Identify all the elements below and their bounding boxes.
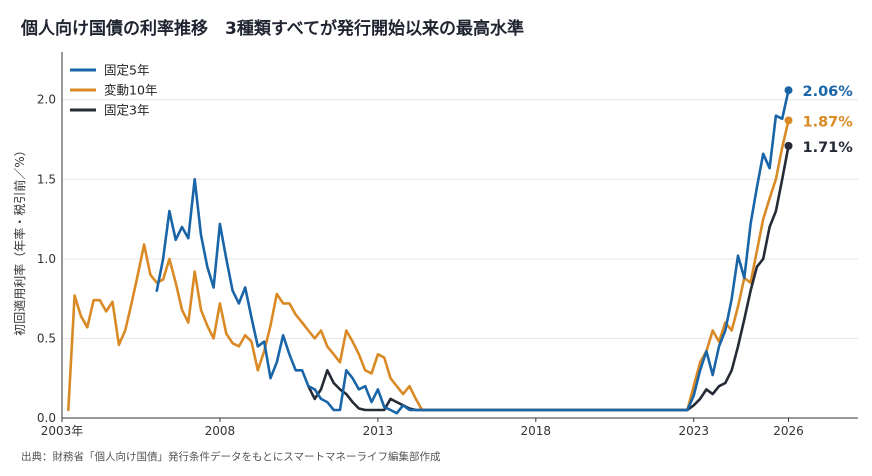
y-tick-label: 1.0 [37, 252, 56, 266]
x-tick-label: 2013 [363, 424, 394, 438]
series-end-label: 1.71% [803, 140, 854, 156]
x-tick-label: 2026 [773, 424, 804, 438]
y-tick-label: 2.0 [37, 93, 56, 107]
series-end-point [784, 141, 793, 150]
series-end-point [784, 86, 793, 95]
x-tick-label: 2023 [678, 424, 709, 438]
y-axis-label: 初回適用利率（年率・税引前／%） [12, 144, 27, 335]
legend-label: 固定5年 [104, 63, 149, 78]
x-tick-label: 2003年 [41, 424, 84, 438]
series-end-point [784, 116, 793, 125]
series-line-1 [67, 119, 790, 412]
legend-label: 変動10年 [104, 83, 157, 98]
legend-label: 固定3年 [104, 103, 149, 118]
x-tick-label: 2018 [521, 424, 552, 438]
y-tick-label: 0.5 [37, 331, 56, 345]
series-end-label: 1.87% [803, 114, 854, 130]
source-note: 出典：財務省「個人向け国債」発行条件データをもとにスマートマネーライフ編集部作成 [21, 451, 441, 463]
chart-title: 個人向け国債の利率推移 3種類すべてが発行開始以来の最高水準 [21, 19, 524, 39]
y-tick-label: 0.0 [37, 411, 56, 425]
y-tick-label: 1.5 [37, 172, 56, 186]
x-tick-label: 2008 [205, 424, 236, 438]
series-end-label: 2.06% [803, 84, 854, 100]
series-line-2 [307, 144, 790, 412]
series-line-0 [155, 88, 790, 415]
